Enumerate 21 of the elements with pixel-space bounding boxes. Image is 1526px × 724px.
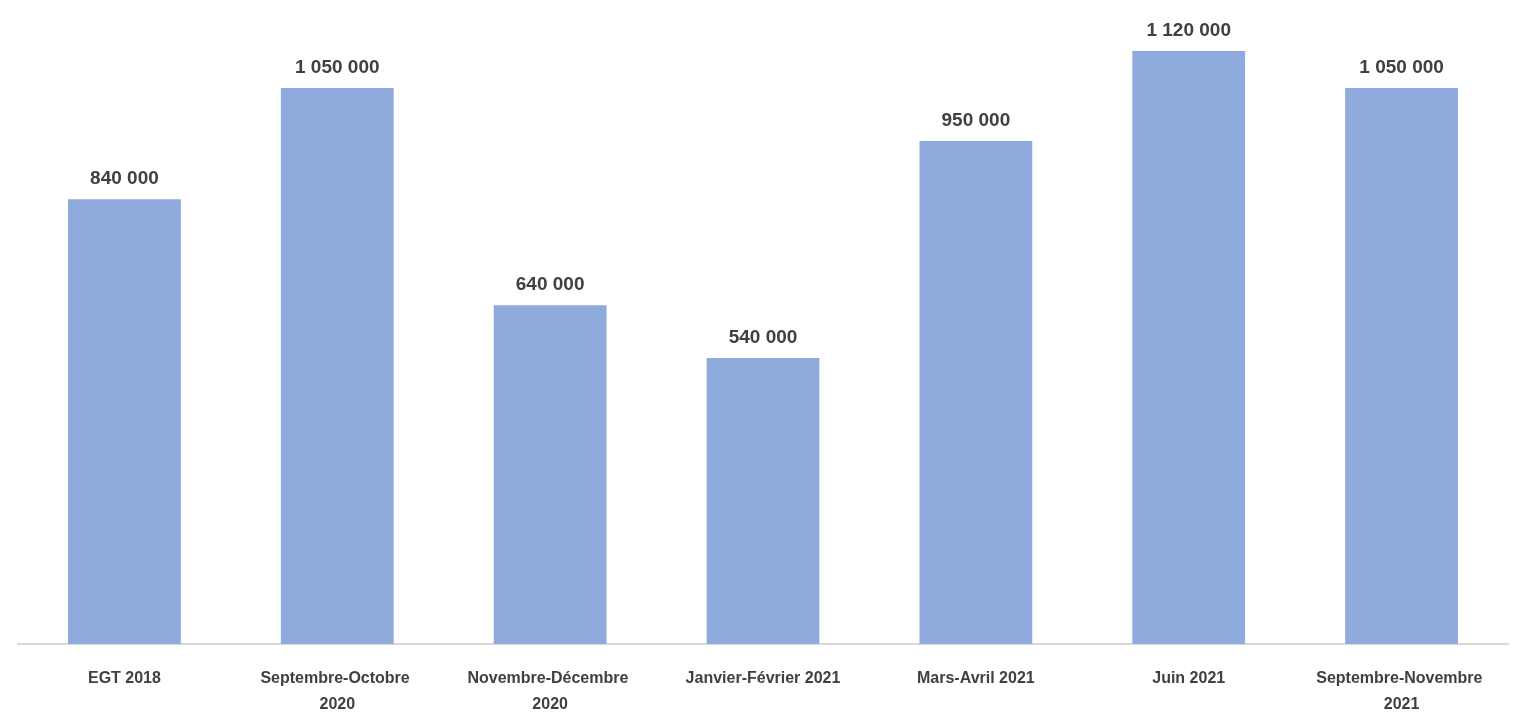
x-tick-label: Juin 2021 [1152,668,1226,686]
bar [68,199,181,644]
bar [1345,88,1458,644]
x-tick-label: EGT 2018 [87,668,161,686]
data-label: 1 120 000 [1146,19,1231,40]
data-label: 540 000 [728,326,798,348]
data-label: 950 000 [941,109,1011,131]
data-label: 1 050 000 [295,56,380,78]
bar [493,305,607,644]
bar [1132,51,1246,644]
x-tick-label: Septembre-Octobre 2020 [260,668,415,712]
x-tick-label: Mars-Avril 2021 [917,668,1035,686]
bar [280,88,394,644]
data-label: 840 000 [90,167,159,189]
x-tick-label: Janvier-Février 2021 [685,668,841,686]
x-tick-label: Septembre-Novembre 2021 [1316,668,1487,712]
data-label: 640 000 [515,273,585,295]
data-label: 1 050 000 [1359,56,1444,78]
bar [706,358,820,644]
x-tick-label: Novembre-Décembre 2020 [467,668,633,712]
bar [919,141,1033,644]
